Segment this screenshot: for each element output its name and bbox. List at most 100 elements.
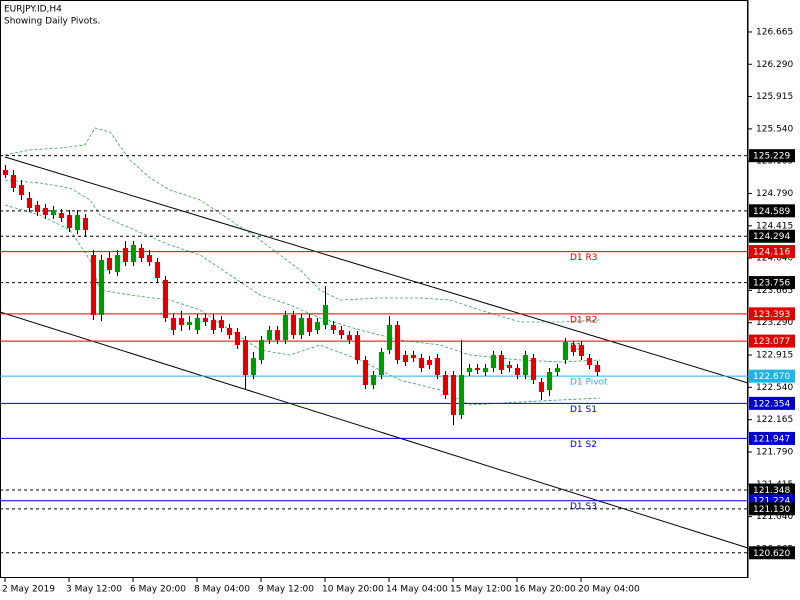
- candle-body: [467, 368, 472, 373]
- candle-body: [443, 375, 448, 396]
- candle-body: [43, 207, 48, 216]
- candle-body: [379, 352, 384, 376]
- level-label: 123.756: [753, 279, 790, 289]
- candle-body: [179, 317, 184, 326]
- candle-body: [235, 332, 240, 346]
- candle-body: [483, 368, 488, 373]
- level-label: 121.947: [753, 434, 790, 444]
- y-tick-label: 121.040: [756, 512, 793, 522]
- candle-body: [595, 365, 600, 373]
- candle-body: [75, 215, 80, 231]
- x-tick-label: 14 May 04:00: [386, 585, 448, 595]
- candle-body: [323, 304, 328, 326]
- candle-body: [307, 317, 312, 333]
- candle-body: [195, 317, 200, 331]
- candle-body: [131, 244, 136, 262]
- candle-body: [331, 325, 336, 331]
- candle-body: [203, 317, 208, 323]
- y-tick-label: 126.665: [756, 27, 793, 37]
- level-box: [749, 431, 795, 445]
- candle-body: [83, 218, 88, 231]
- x-tick-label: 20 May 04:00: [578, 585, 640, 595]
- candles: [3, 164, 600, 425]
- level-name: D1 S2: [570, 440, 597, 450]
- envelope-middle: [4, 179, 601, 363]
- x-tick-label: 10 May 20:00: [322, 585, 384, 595]
- x-tick-label: 6 May 20:00: [130, 585, 186, 595]
- y-tick-label: 122.915: [756, 351, 793, 361]
- level-box: [749, 396, 795, 410]
- candle-body: [563, 342, 568, 361]
- level-box: [749, 245, 795, 259]
- level-label: 120.620: [753, 549, 790, 559]
- x-tick-label: 2 May 2019: [2, 585, 55, 595]
- level-box: [749, 149, 795, 163]
- level-name: D1 S1: [570, 405, 597, 415]
- candle-body: [451, 375, 456, 415]
- candle-body: [339, 330, 344, 336]
- candle-body: [419, 358, 424, 369]
- y-tick-label: 124.040: [756, 254, 793, 264]
- candle-body: [579, 345, 584, 356]
- level-label: 121.224: [753, 497, 790, 507]
- candle-body: [115, 255, 120, 273]
- candle-body: [395, 325, 400, 361]
- candle-body: [27, 197, 32, 208]
- candle-body: [491, 355, 496, 369]
- candle-body: [475, 368, 480, 371]
- candle-body: [19, 185, 24, 196]
- candle-body: [547, 372, 552, 391]
- level-name: D1 R3: [570, 253, 598, 263]
- level-box: [749, 334, 795, 348]
- channel-upper: [4, 156, 749, 384]
- candle-body: [155, 261, 160, 279]
- envelope-upper: [4, 127, 601, 323]
- level-name: D1 Pivot: [570, 378, 608, 388]
- candle-body: [99, 260, 104, 315]
- level-name: D1 R2: [570, 315, 598, 325]
- candle-body: [531, 358, 536, 381]
- candle-body: [587, 358, 592, 366]
- candle-body: [283, 314, 288, 341]
- y-tick-label: 123.665: [756, 286, 793, 296]
- x-tick-label: 3 May 12:00: [66, 585, 122, 595]
- level-label: 121.130: [753, 505, 790, 515]
- candle-body: [387, 325, 392, 351]
- candle-body: [299, 317, 304, 336]
- candle-body: [251, 358, 256, 376]
- candle-body: [355, 335, 360, 361]
- candle-body: [259, 340, 264, 361]
- y-tick-label: 124.790: [756, 189, 793, 199]
- x-tick-label: 15 May 12:00: [450, 585, 512, 595]
- candle-body: [275, 330, 280, 341]
- level-label: 124.589: [753, 207, 790, 217]
- candle-body: [499, 355, 504, 371]
- y-tick-label: 122.165: [756, 415, 793, 425]
- chart-subtitle: Showing Daily Pivots.: [4, 17, 100, 27]
- level-box: [749, 229, 795, 243]
- level-label: 125.229: [753, 152, 790, 162]
- y-tick-label: 126.290: [756, 60, 793, 70]
- candle-body: [59, 213, 64, 219]
- candle-body: [347, 335, 352, 341]
- candle-body: [11, 174, 16, 188]
- candle-body: [411, 355, 416, 359]
- candle-body: [539, 382, 544, 392]
- candle-body: [371, 375, 376, 386]
- candle-body: [523, 355, 528, 376]
- level-label: 124.294: [753, 232, 790, 242]
- candle-body: [243, 340, 248, 376]
- candle-body: [507, 365, 512, 369]
- level-label: 123.077: [753, 337, 790, 347]
- candle-body: [555, 368, 560, 373]
- candle-body: [363, 360, 368, 386]
- candle-body: [435, 358, 440, 376]
- candle-body: [123, 248, 128, 262]
- level-box: [749, 483, 795, 497]
- axes: 126.665126.290125.915125.540125.165124.7…: [2, 27, 795, 595]
- candle-body: [211, 320, 216, 331]
- x-tick-label: 9 May 12:00: [258, 585, 314, 595]
- y-tick-label: 123.290: [756, 318, 793, 328]
